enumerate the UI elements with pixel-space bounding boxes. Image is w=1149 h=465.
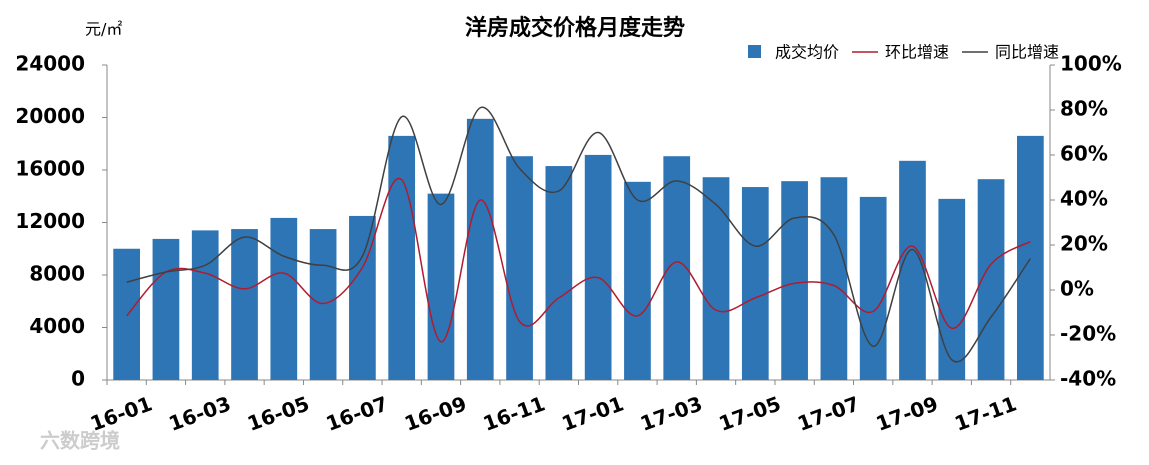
bar: [624, 181, 651, 380]
y2-tick-label: 40%: [1060, 187, 1108, 211]
line: [126, 106, 1031, 363]
y2-tick-label: -40%: [1060, 367, 1116, 391]
bar: [349, 215, 376, 380]
bar: [1016, 135, 1044, 380]
y-tick-label: 0: [71, 367, 85, 391]
bar: [938, 198, 966, 380]
bar: [741, 187, 769, 380]
bar: [702, 177, 730, 380]
y-tick-label: 16000: [15, 157, 85, 181]
bar: [899, 160, 926, 380]
bar: [781, 181, 808, 380]
legend-label: 成交均价: [775, 43, 839, 62]
y2-tick-label: 0%: [1060, 277, 1094, 301]
bar: [191, 230, 219, 380]
y2-tick-label: 20%: [1060, 232, 1108, 256]
y2-tick-label: 100%: [1060, 52, 1122, 76]
bar: [584, 154, 612, 380]
bar: [309, 229, 337, 380]
chart-title: 洋房成交价格月度走势: [465, 15, 685, 41]
legend-label: 同比增速: [995, 43, 1059, 62]
watermark: 六数跨境: [40, 429, 120, 453]
y-tick-label: 8000: [29, 262, 85, 286]
bar: [545, 166, 573, 380]
y-tick-label: 4000: [29, 314, 85, 338]
bar: [113, 248, 141, 380]
bar: [427, 193, 455, 380]
bar: [859, 196, 887, 380]
legend-swatch: [748, 45, 761, 58]
bar: [270, 217, 298, 380]
bar: [820, 177, 848, 380]
bar: [231, 229, 258, 380]
y2-tick-label: 80%: [1060, 97, 1108, 121]
y-tick-label: 20000: [15, 104, 85, 128]
bar: [388, 135, 416, 380]
y-axis-unit: 元/㎡: [85, 20, 122, 39]
line: [126, 177, 1031, 343]
bar: [506, 156, 533, 380]
bar: [466, 118, 494, 380]
y2-tick-label: -20%: [1060, 322, 1116, 346]
legend-label: 环比增速: [885, 43, 949, 62]
y-tick-label: 12000: [15, 209, 85, 233]
bar: [152, 238, 180, 380]
y2-tick-label: 60%: [1060, 142, 1108, 166]
y-tick-label: 24000: [15, 52, 85, 76]
